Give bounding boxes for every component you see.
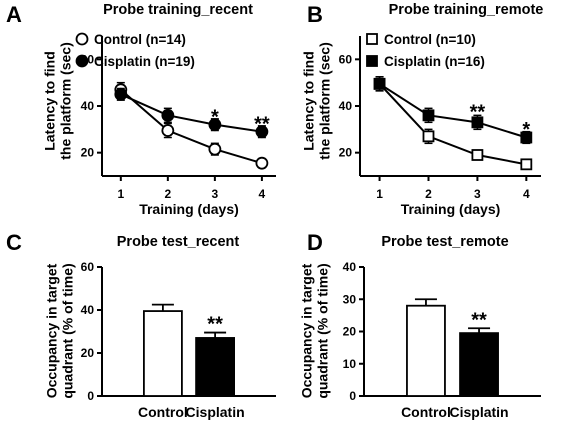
panel-b-legend-label: Control (n=10) bbox=[384, 32, 476, 47]
panel-b-x-tick-label: 4 bbox=[523, 187, 530, 201]
panel-b-data-point bbox=[422, 109, 435, 122]
panel-b-legend-marker bbox=[366, 33, 378, 45]
panel-a-series-line bbox=[120, 88, 263, 165]
panel-b-data-point bbox=[471, 116, 484, 129]
panel-d: D Probe test_remote 0 10 20 30 40 Occupancy in … bbox=[299, 230, 541, 420]
panel-d-x-tick-label: Cisplatin bbox=[449, 404, 508, 420]
panel-a-x-tick-label: 2 bbox=[164, 187, 171, 201]
panel-b-data-point bbox=[422, 130, 435, 143]
panel-b-series-cisplatin bbox=[373, 76, 533, 145]
panel-b-y-axis-label-line: Latency to find bbox=[301, 51, 317, 151]
panel-b-y-tick-label: 60 bbox=[339, 52, 353, 66]
panel-c-significance-marker: ** bbox=[207, 314, 223, 336]
panel-a-series-control bbox=[114, 81, 269, 170]
panel-d-y-axis-label-line: Occupancy in target bbox=[299, 263, 315, 398]
panel-a-x-axis-label: Training (days) bbox=[139, 201, 239, 217]
panel-a-data-point bbox=[255, 156, 269, 170]
panel-d-bar-control bbox=[406, 304, 446, 397]
panel-c-x-tick-label: Control bbox=[138, 404, 188, 420]
panel-a-data-point bbox=[208, 118, 222, 132]
panel-a-data-point bbox=[114, 87, 128, 101]
panel-c-y-tick-label: 60 bbox=[81, 260, 95, 274]
panel-b-series-line bbox=[379, 82, 527, 139]
panel-c: C Probe test_recent 0 20 40 60 Occupancy in ta… bbox=[6, 230, 276, 420]
panel-d-x-tick-label: Control bbox=[401, 404, 451, 420]
panel-d-title: Probe test_remote bbox=[381, 234, 508, 250]
panel-a-data-point bbox=[161, 108, 175, 122]
panel-d-y-tick-label: 0 bbox=[349, 389, 356, 403]
panel-a-letter: A bbox=[6, 2, 22, 27]
panel-a-y-axis-label-line: the platform (sec) bbox=[58, 42, 74, 159]
panel-c-y-tick-label: 20 bbox=[81, 346, 95, 360]
panel-b-legend-marker bbox=[366, 55, 378, 67]
panel-b-significance-marker: ** bbox=[470, 102, 486, 124]
panel-b-data-point bbox=[520, 158, 533, 171]
panel-c-y-axis-label-line: quadrant (% of time) bbox=[60, 263, 76, 398]
panel-b-y-axis-label: Latency to findthe platform (sec) bbox=[301, 42, 333, 159]
panel-d-letter: D bbox=[307, 230, 323, 255]
panel-a-x-tick-label: 4 bbox=[259, 187, 266, 201]
panel-a-data-point bbox=[208, 142, 222, 156]
panel-d-y-tick-label: 10 bbox=[343, 357, 357, 371]
panel-a-y-axis-label-line: Latency to find bbox=[42, 51, 58, 151]
panel-d-y-axis-label-line: quadrant (% of time) bbox=[315, 263, 331, 398]
panel-b-data-point bbox=[373, 77, 386, 90]
panel-a-data-point bbox=[161, 124, 175, 137]
panel-d-y-tick-label: 20 bbox=[343, 325, 357, 339]
panel-d-significance-marker: ** bbox=[471, 309, 487, 331]
panel-d-y-tick-label: 40 bbox=[343, 260, 357, 274]
panel-a-legend-marker bbox=[75, 54, 89, 68]
panel-b-y-tick-label: 40 bbox=[339, 99, 353, 113]
panel-a-y-axis-label: Latency to findthe platform (sec) bbox=[42, 42, 74, 159]
panel-b-legend-label: Cisplatin (n=16) bbox=[384, 54, 485, 69]
panel-b: B Probe training_remote 20 40 60 1 2 3 4 Training… bbox=[301, 2, 544, 217]
panel-c-x-tick-label: Cisplatin bbox=[186, 404, 245, 420]
panel-b-data-point bbox=[471, 149, 484, 161]
panel-c-y-tick-label: 40 bbox=[81, 303, 95, 317]
panel-c-y-tick-label: 0 bbox=[87, 389, 94, 403]
panel-c-bar-control bbox=[142, 310, 183, 397]
panel-b-data-point bbox=[520, 131, 533, 144]
panel-b-letter: B bbox=[307, 2, 323, 27]
panel-a-y-tick-label: 20 bbox=[81, 146, 95, 160]
panel-b-series-line bbox=[378, 83, 527, 166]
panel-a-legend-label: Cisplatin (n=19) bbox=[94, 54, 195, 69]
panel-a-series-line bbox=[120, 93, 263, 133]
panel-b-title: Probe training_remote bbox=[389, 2, 544, 18]
panel-d-y-axis-label: Occupancy in targetquadrant (% of time) bbox=[299, 263, 331, 398]
panel-b-x-tick-label: 2 bbox=[425, 187, 432, 201]
panel-c-title: Probe test_recent bbox=[117, 234, 240, 250]
panel-a-series-cisplatin bbox=[114, 87, 269, 139]
panel-a-x-tick-label: 1 bbox=[117, 187, 124, 201]
panel-b-x-axis-label: Training (days) bbox=[401, 201, 501, 217]
panel-a-x-tick-label: 3 bbox=[212, 187, 219, 201]
panel-a-title: Probe training_recent bbox=[103, 2, 253, 18]
panel-a-legend-label: Control (n=14) bbox=[94, 32, 186, 47]
panel-a-y-tick-label: 40 bbox=[81, 99, 95, 113]
panel-c-bar-cisplatin bbox=[195, 337, 236, 397]
panel-a-significance-marker: ** bbox=[254, 113, 270, 135]
panel-d-y-tick-label: 30 bbox=[343, 292, 357, 306]
panel-d-bar-cisplatin bbox=[459, 332, 499, 397]
panel-b-y-tick-label: 20 bbox=[339, 146, 353, 160]
panel-b-x-tick-label: 3 bbox=[474, 187, 481, 201]
panel-a-data-point bbox=[255, 125, 269, 139]
panel-a-legend-marker bbox=[75, 32, 89, 46]
panel-c-y-axis-label-line: Occupancy in target bbox=[44, 263, 60, 398]
panel-b-series-control bbox=[373, 76, 533, 171]
panel-c-letter: C bbox=[6, 230, 22, 255]
panel-a-significance-marker: * bbox=[211, 106, 219, 128]
panel-c-y-axis-label: Occupancy in targetquadrant (% of time) bbox=[44, 263, 76, 398]
panel-b-significance-marker: * bbox=[522, 119, 530, 141]
panel-b-x-tick-label: 1 bbox=[376, 187, 383, 201]
panel-b-y-axis-label-line: the platform (sec) bbox=[317, 42, 333, 159]
